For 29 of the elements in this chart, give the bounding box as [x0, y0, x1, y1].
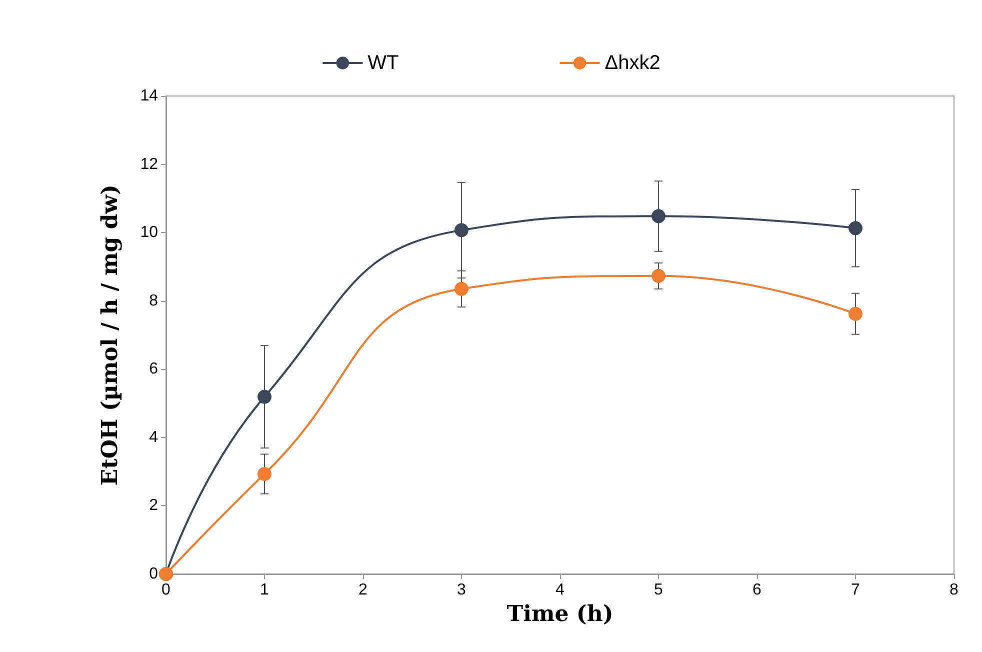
y-tick-label: 2 [149, 497, 158, 514]
x-tick-label: 7 [851, 582, 860, 598]
y-tick-label: 6 [149, 360, 158, 378]
legend-label: WT [368, 52, 399, 74]
x-tick-label: 8 [950, 582, 959, 598]
y-tick-label: 12 [140, 156, 158, 173]
x-tick-label: 5 [654, 582, 664, 598]
point [454, 223, 468, 238]
y-tick-label: 10 [140, 224, 158, 242]
point [258, 390, 272, 404]
point [652, 268, 666, 283]
x-tick-label: 4 [556, 582, 565, 598]
y-axis-title: EtOH (µmol / h / mg dw) [97, 184, 123, 486]
legend-label: Δhxk2 [604, 52, 660, 74]
x-tick-label: 6 [752, 582, 762, 598]
point [848, 306, 862, 321]
y-tick-label: 0 [149, 566, 158, 582]
x-axis-title: Time (h) [506, 600, 614, 627]
x-tick-label: 0 [162, 582, 171, 598]
point [848, 221, 862, 236]
point [258, 466, 272, 481]
y-tick-label: 4 [149, 428, 158, 446]
x-tick-label: 3 [457, 582, 466, 598]
x-tick-label: 1 [260, 582, 270, 598]
point [454, 282, 468, 296]
y-tick-label: 14 [140, 88, 158, 104]
point [652, 209, 666, 224]
x-tick-label: 2 [358, 582, 368, 598]
y-tick-label: 8 [149, 292, 158, 310]
